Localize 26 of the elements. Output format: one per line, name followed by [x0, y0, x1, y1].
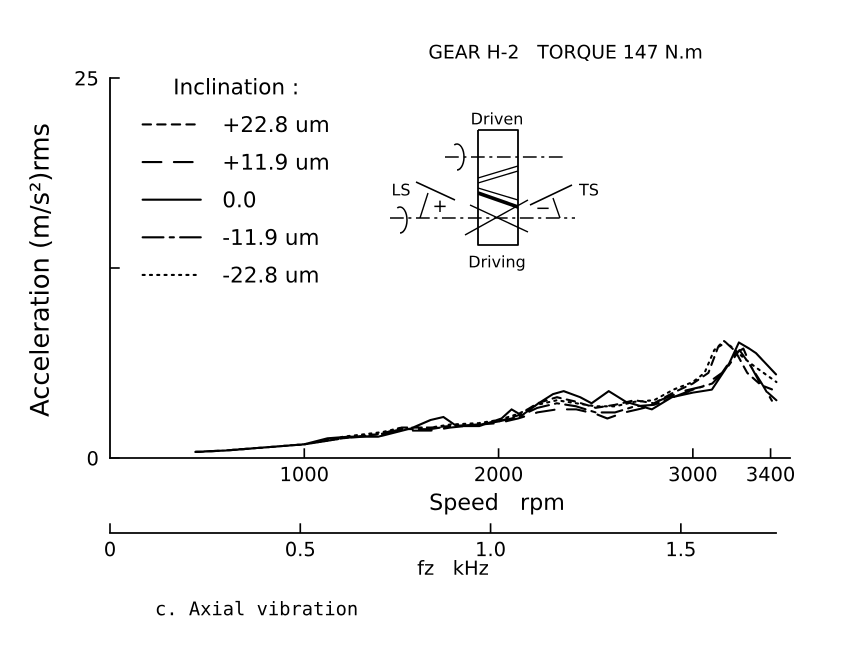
x-tick-label: 2000 — [475, 466, 522, 482]
annotation: LS — [393, 184, 410, 196]
x2-axis-title: fz kHz — [418, 560, 488, 575]
x2-tick-label: 1.5 — [668, 542, 695, 556]
x-tick-label: 3400 — [747, 466, 794, 482]
x-tick-label: 3000 — [670, 466, 716, 482]
chart-title: GEAR H-2 TORQUE 147 N.m — [429, 44, 702, 61]
x2-tick-label: 0 — [105, 542, 115, 556]
annotation: + — [434, 200, 446, 212]
legend-label: -22.8 um — [223, 266, 318, 283]
legend-label: +22.8 um — [224, 116, 328, 132]
x-axis-title: Speed rpm — [430, 493, 563, 515]
y-tick-label: 25 — [76, 70, 98, 86]
text: c. Axial vibration — [156, 600, 357, 616]
legend-label: -11.9 um — [223, 228, 318, 246]
legend-label: 0.0 — [224, 191, 256, 208]
y-axis-title: Acceleration (m/s²)rms — [29, 124, 52, 417]
annotation: TS — [579, 184, 598, 196]
annotation: Driven — [472, 112, 522, 125]
legend-title: Inclination : — [175, 78, 297, 95]
legend-label: +11.9 um — [224, 154, 328, 170]
annotation: Driving — [470, 255, 524, 271]
x2-tick-label: 1.0 — [477, 542, 505, 556]
annotation: − — [537, 208, 549, 210]
x-tick-label: 1000 — [282, 466, 328, 482]
x2-tick-label: 0.5 — [286, 542, 314, 556]
